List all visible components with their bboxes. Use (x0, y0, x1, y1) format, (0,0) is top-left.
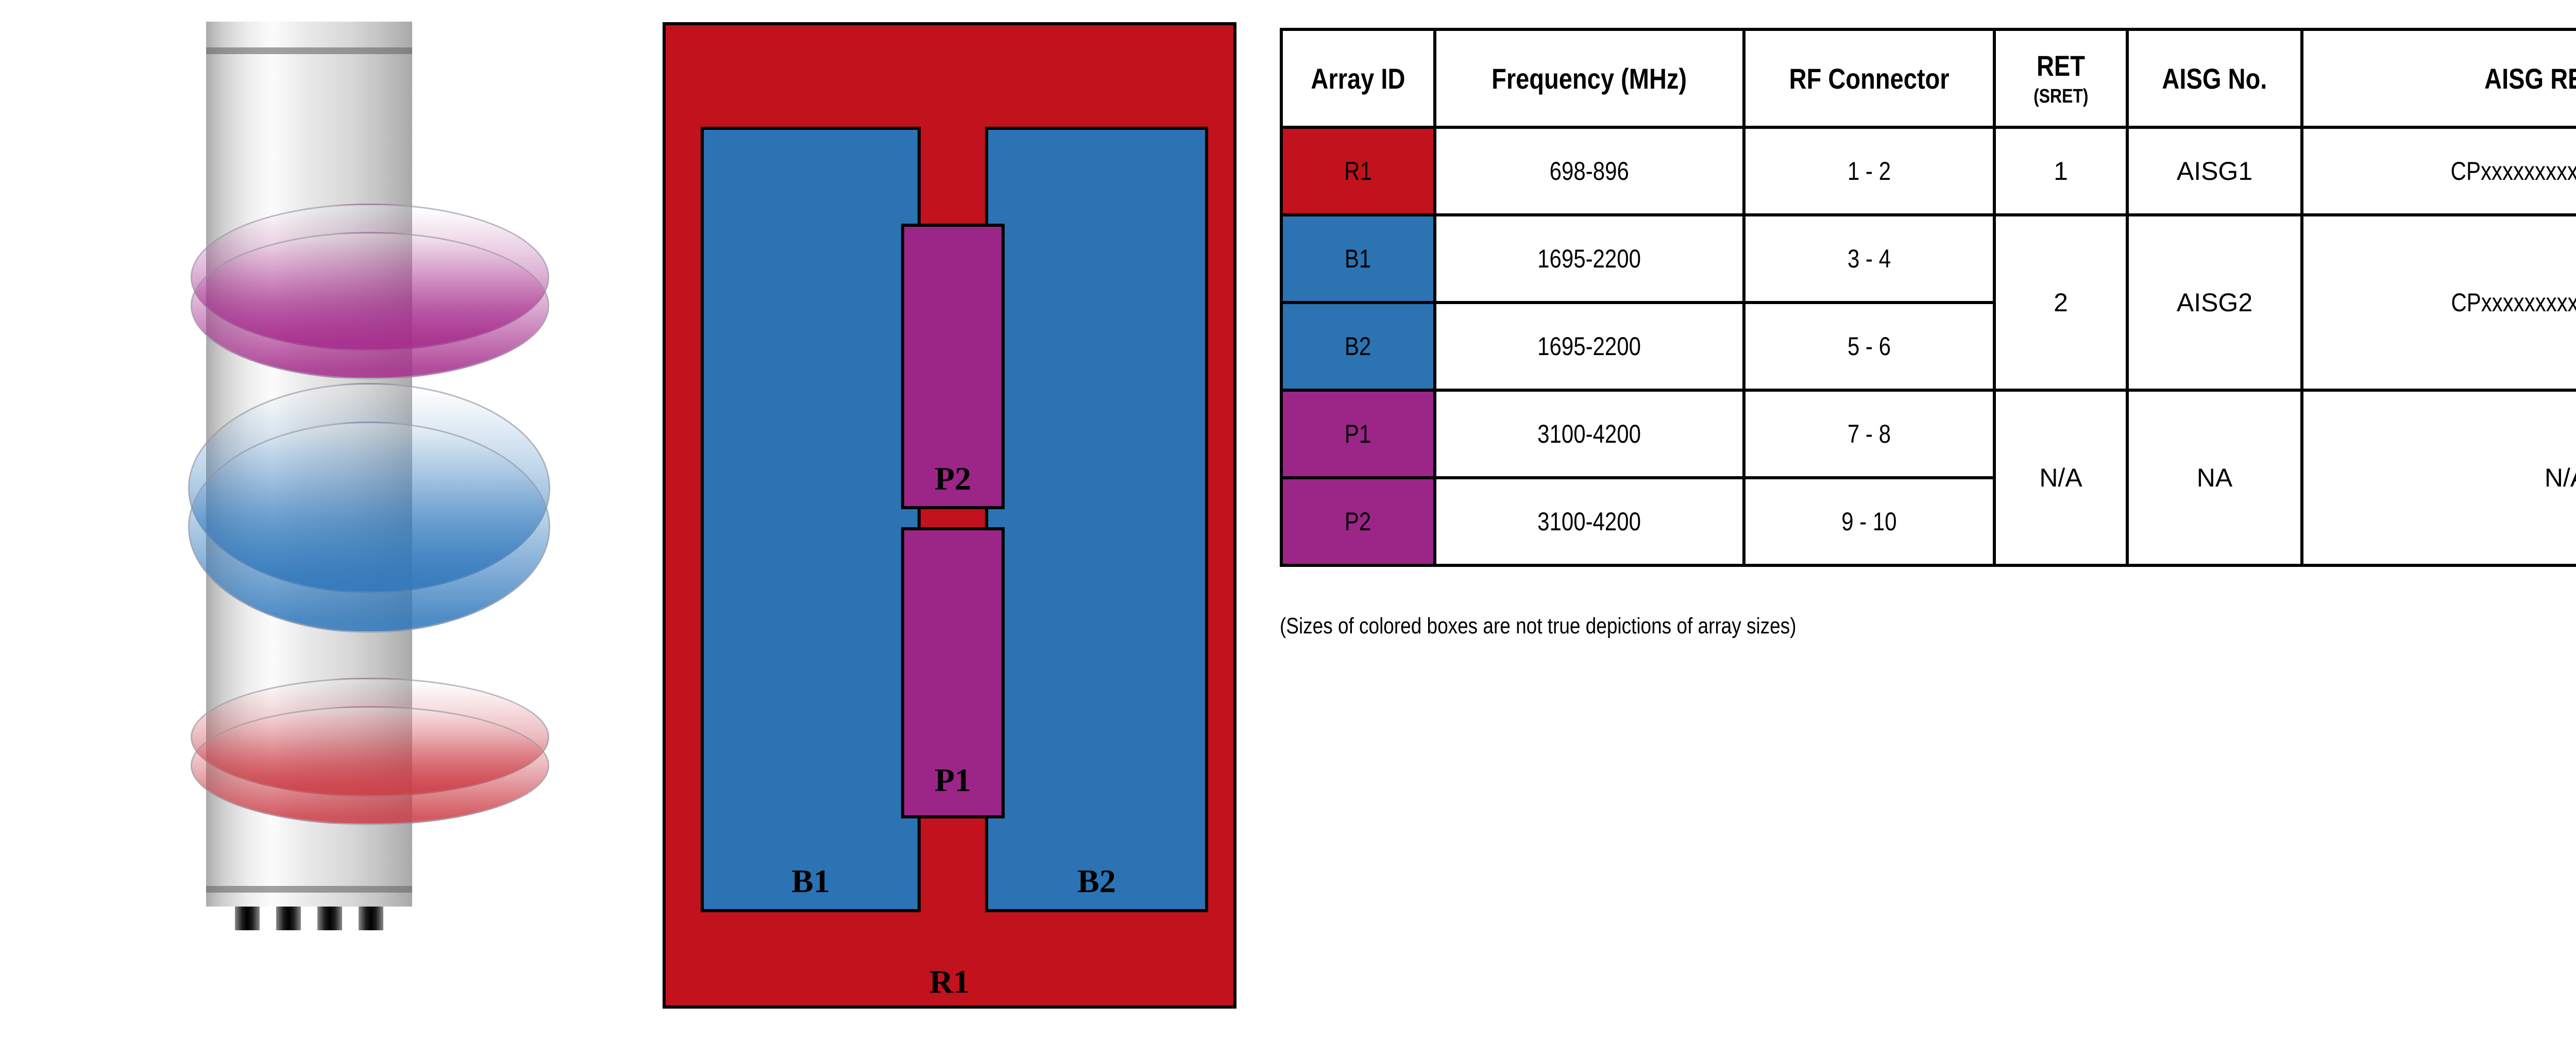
cell-aisg-no-r1: AISG1 (2126, 126, 2303, 216)
array-size-note: (Sizes of colored boxes are not true dep… (1280, 613, 1797, 639)
blue-beam-disc-lower-ellipse (188, 422, 550, 633)
cell-ret-p1-p2: N/A (1993, 389, 2129, 567)
cell-rf-connector-p2: 9 - 10 (1742, 476, 1996, 567)
cell-frequency-p2: 3100-4200 (1433, 476, 1745, 567)
antenna-illustration (0, 0, 567, 1039)
cell-frequency-b1: 1695-2200 (1433, 213, 1745, 304)
array-label-r1: R1 (929, 963, 970, 1000)
cell-frequency-b2: 1695-2200 (1433, 301, 1745, 392)
table-header-row: Array ID Frequency (MHz) RF Connector RE… (1280, 28, 2576, 129)
table-row-b1: B1 1695-2200 3 - 4 2 AISG2 CPxxxxxxxxxxx… (1280, 213, 2576, 392)
connector-pin-3 (317, 907, 342, 930)
red-beam-disc-lower-ellipse (191, 706, 549, 825)
header-aisg-ret-uid: AISG RET UID (2300, 28, 2576, 129)
cell-array-id-r1: R1 (1280, 126, 1436, 216)
cell-aisg-ret-uid-b1-b2: CPxxxxxxxxxxxxxxxxB1 (2300, 213, 2576, 392)
header-ret: RET (SRET) (1993, 28, 2129, 129)
array-box-b2 (985, 127, 1208, 912)
array-layout-diagram: P2 P1 B1 B2 R1 (663, 22, 1236, 1009)
array-label-b2: B2 (1077, 863, 1116, 899)
array-label-p1: P1 (934, 762, 972, 798)
cell-array-id-p2: P2 (1280, 476, 1436, 567)
cell-array-id-b1: B1 (1280, 213, 1436, 304)
header-frequency: Frequency (MHz) (1433, 28, 1745, 129)
cell-aisg-no-p1-p2: NA (2126, 389, 2303, 567)
header-rf-connector: RF Connector (1742, 28, 1996, 129)
cell-rf-connector-b1: 3 - 4 (1742, 213, 1996, 304)
cell-array-id-p1: P1 (1280, 389, 1436, 479)
antenna-bottom-seam (206, 886, 412, 893)
array-box-b1 (701, 127, 921, 912)
table-row-r1: R1 698-896 1 - 2 1 AISG1 CPxxxxxxxxxxxxx… (1280, 126, 2576, 216)
cell-array-id-b2: B2 (1280, 301, 1436, 392)
array-spec-table: Array ID Frequency (MHz) RF Connector RE… (1280, 28, 2576, 567)
cell-aisg-ret-uid-p1-p2: N/A (2300, 389, 2576, 567)
cell-frequency-p1: 3100-4200 (1433, 389, 1745, 479)
array-label-b1: B1 (791, 863, 830, 899)
cell-rf-connector-r1: 1 - 2 (1742, 126, 1996, 216)
cell-rf-connector-b2: 5 - 6 (1742, 301, 1996, 392)
cell-aisg-ret-uid-r1: CPxxxxxxxxxxxxxxxxR1 (2300, 126, 2576, 216)
array-label-p2: P2 (934, 460, 972, 497)
array-box-p2 (901, 224, 1005, 509)
table-row-p2: P2 3100-4200 9 - 10 (1280, 476, 2576, 567)
header-aisg-no: AISG No. (2126, 28, 2303, 129)
magenta-beam-disc-lower-ellipse (191, 232, 549, 379)
cell-aisg-no-b1-b2: AISG2 (2126, 213, 2303, 392)
cell-frequency-r1: 698-896 (1433, 126, 1745, 216)
array-box-p1 (901, 527, 1005, 818)
table-row-b2: B2 1695-2200 5 - 6 (1280, 301, 2576, 392)
connector-pin-2 (276, 907, 301, 930)
antenna-top-seam (206, 47, 412, 54)
header-array-id: Array ID (1280, 28, 1436, 129)
connector-pin-1 (235, 907, 260, 930)
table-row-p1: P1 3100-4200 7 - 8 N/A NA N/A (1280, 389, 2576, 567)
cell-ret-r1: 1 (1993, 126, 2129, 216)
cell-ret-b1-b2: 2 (1993, 213, 2129, 392)
connector-pin-4 (359, 907, 383, 930)
cell-rf-connector-p1: 7 - 8 (1742, 389, 1996, 479)
